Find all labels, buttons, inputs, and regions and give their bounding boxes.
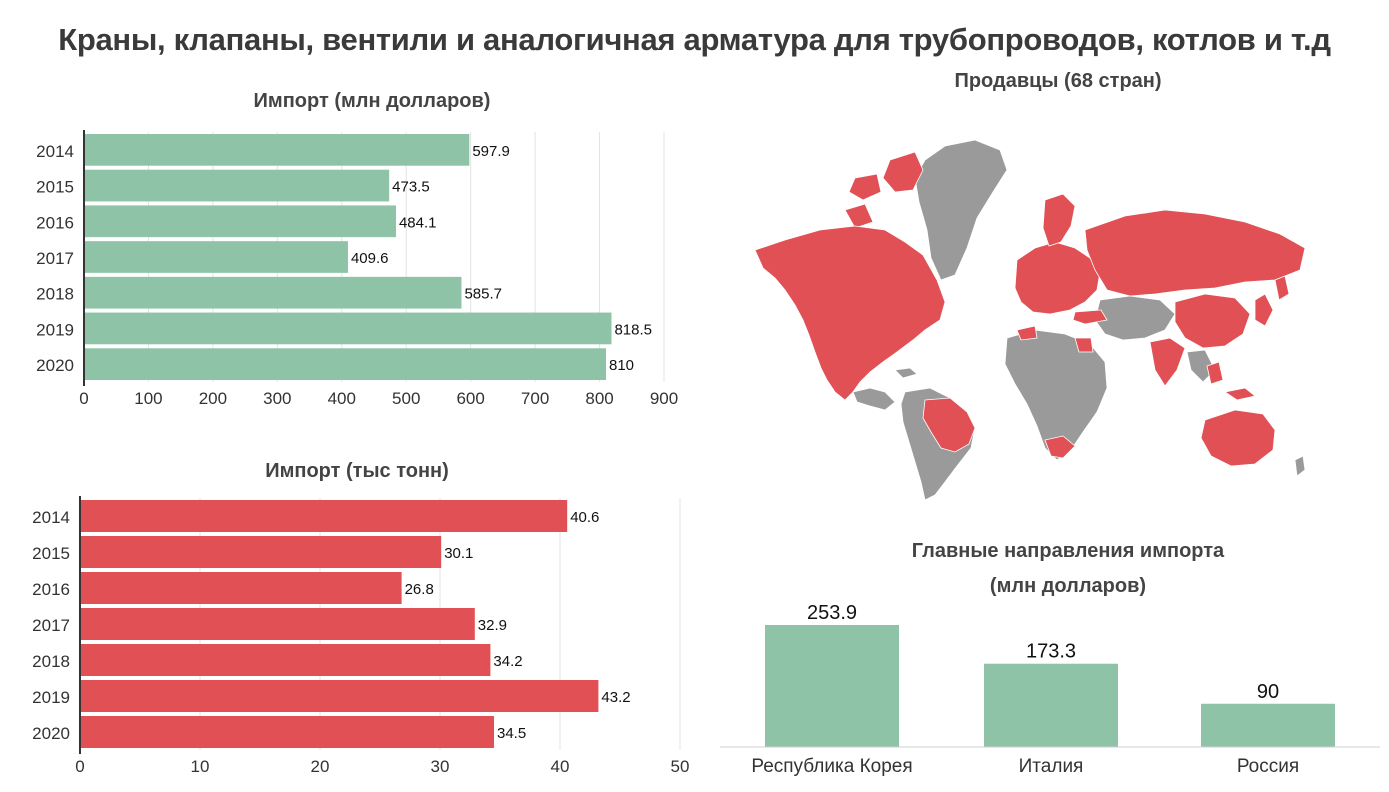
category-label: 2014 — [32, 508, 70, 527]
bar — [80, 644, 491, 676]
world-map — [754, 139, 1306, 501]
bar — [1201, 703, 1335, 747]
bar — [765, 625, 899, 747]
bar-value-label: 26.8 — [405, 581, 434, 598]
bar-value-label: 43.2 — [601, 689, 630, 706]
category-label: 2018 — [32, 652, 70, 671]
map-australia — [1200, 409, 1276, 467]
category-label: 2014 — [36, 142, 74, 161]
map-china — [1174, 293, 1251, 349]
chart3-subtitle: (млн долларов) — [989, 575, 1147, 597]
bar-value-label: 32.9 — [478, 617, 507, 634]
chart2-title: Импорт (тыс тонн) — [265, 460, 449, 482]
map-india — [1149, 337, 1186, 387]
map-japan-korea — [1254, 275, 1290, 327]
map-central-america — [852, 367, 918, 411]
map-title: Продавцы (68 стран) — [954, 70, 1162, 92]
bar-value-label: 173.3 — [1026, 641, 1076, 663]
map-scandinavia — [1042, 193, 1076, 247]
bar — [84, 312, 612, 345]
x-tick-label: 600 — [456, 389, 484, 408]
category-label: 2020 — [36, 356, 74, 375]
bar-value-label: 34.5 — [497, 725, 526, 742]
x-tick-label: 200 — [199, 389, 227, 408]
map-brazil — [922, 397, 976, 453]
bar — [84, 134, 470, 166]
x-tick-label: 30 — [431, 757, 450, 776]
bar-value-label: 40.6 — [570, 509, 599, 526]
map-central-asia — [1094, 295, 1176, 341]
chart1-title: Импорт (млн долларов) — [253, 90, 491, 112]
bar — [80, 572, 402, 604]
x-tick-label: 900 — [650, 389, 678, 408]
bar — [84, 348, 606, 380]
map-greenland — [914, 139, 1008, 281]
x-tick-label: 0 — [79, 389, 88, 408]
page-title: Краны, клапаны, вентили и аналогичная ар… — [58, 22, 1331, 57]
x-tick-label: 400 — [328, 389, 356, 408]
chart-top-partners: 253.9 Республика Корея 173.3 Италия 90 Россия — [720, 602, 1380, 777]
x-tick-label: 10 — [191, 757, 210, 776]
map-russia — [1084, 209, 1306, 297]
category-label: 2015 — [36, 178, 74, 197]
map-south-africa — [1044, 435, 1076, 459]
bar — [80, 536, 442, 568]
x-tick-label: 50 — [671, 757, 690, 776]
bar — [84, 276, 462, 309]
x-tick-label: 40 — [551, 757, 570, 776]
bar-value-label: 597.9 — [472, 143, 510, 160]
category-label: 2018 — [36, 285, 74, 304]
category-label: 2019 — [36, 320, 74, 339]
x-tick-label: 800 — [585, 389, 613, 408]
category-label: 2019 — [32, 688, 70, 707]
bar — [984, 663, 1118, 747]
bar — [84, 241, 348, 273]
bar-value-label: 409.6 — [351, 250, 389, 267]
bar — [84, 169, 390, 202]
category-label: 2017 — [36, 249, 74, 268]
map-europe — [1014, 241, 1101, 315]
bar — [84, 205, 396, 238]
chart-import-tonnes: 0 10 20 30 40 50 40.6 2014 30.1 2015 26.8 2016 32.9 2… — [32, 496, 690, 776]
category-label: 2015 — [32, 544, 70, 563]
map-se-asia-red — [1206, 361, 1256, 401]
bar-value-label: 810 — [609, 357, 634, 374]
x-tick-label: 20 — [311, 757, 330, 776]
category-label: Россия — [1237, 756, 1299, 777]
category-label: 2017 — [32, 616, 70, 635]
chart-import-usd: 0 100 200 300 400 500 600 700 800 900 597.9 2014 473… — [36, 130, 678, 408]
map-arctic-islands — [844, 151, 924, 229]
map-new-zealand — [1294, 455, 1306, 477]
bar — [80, 608, 475, 640]
category-label: 2016 — [32, 580, 70, 599]
x-tick-label: 300 — [263, 389, 291, 408]
bar-value-label: 818.5 — [614, 321, 652, 338]
chart3-title: Главные направления импорта — [911, 540, 1225, 562]
category-label: Республика Корея — [751, 756, 912, 777]
bar-value-label: 585.7 — [464, 286, 502, 303]
map-north-america — [754, 225, 946, 401]
bar-value-label: 484.1 — [399, 214, 437, 231]
bar-value-label: 90 — [1257, 681, 1279, 703]
bar-value-label: 34.2 — [493, 653, 522, 670]
bar-value-label: 473.5 — [392, 179, 430, 196]
x-tick-label: 500 — [392, 389, 420, 408]
x-tick-label: 100 — [134, 389, 162, 408]
bar — [80, 716, 494, 748]
category-label: 2016 — [36, 213, 74, 232]
map-turkey — [1072, 309, 1108, 325]
bar — [80, 680, 599, 712]
x-tick-label: 0 — [75, 757, 84, 776]
category-label: 2020 — [32, 724, 70, 743]
map-north-africa — [1016, 325, 1094, 353]
bar-value-label: 253.9 — [807, 602, 857, 624]
x-tick-label: 700 — [521, 389, 549, 408]
category-label: Италия — [1019, 756, 1084, 777]
bar — [80, 500, 568, 532]
bar-value-label: 30.1 — [444, 545, 473, 562]
